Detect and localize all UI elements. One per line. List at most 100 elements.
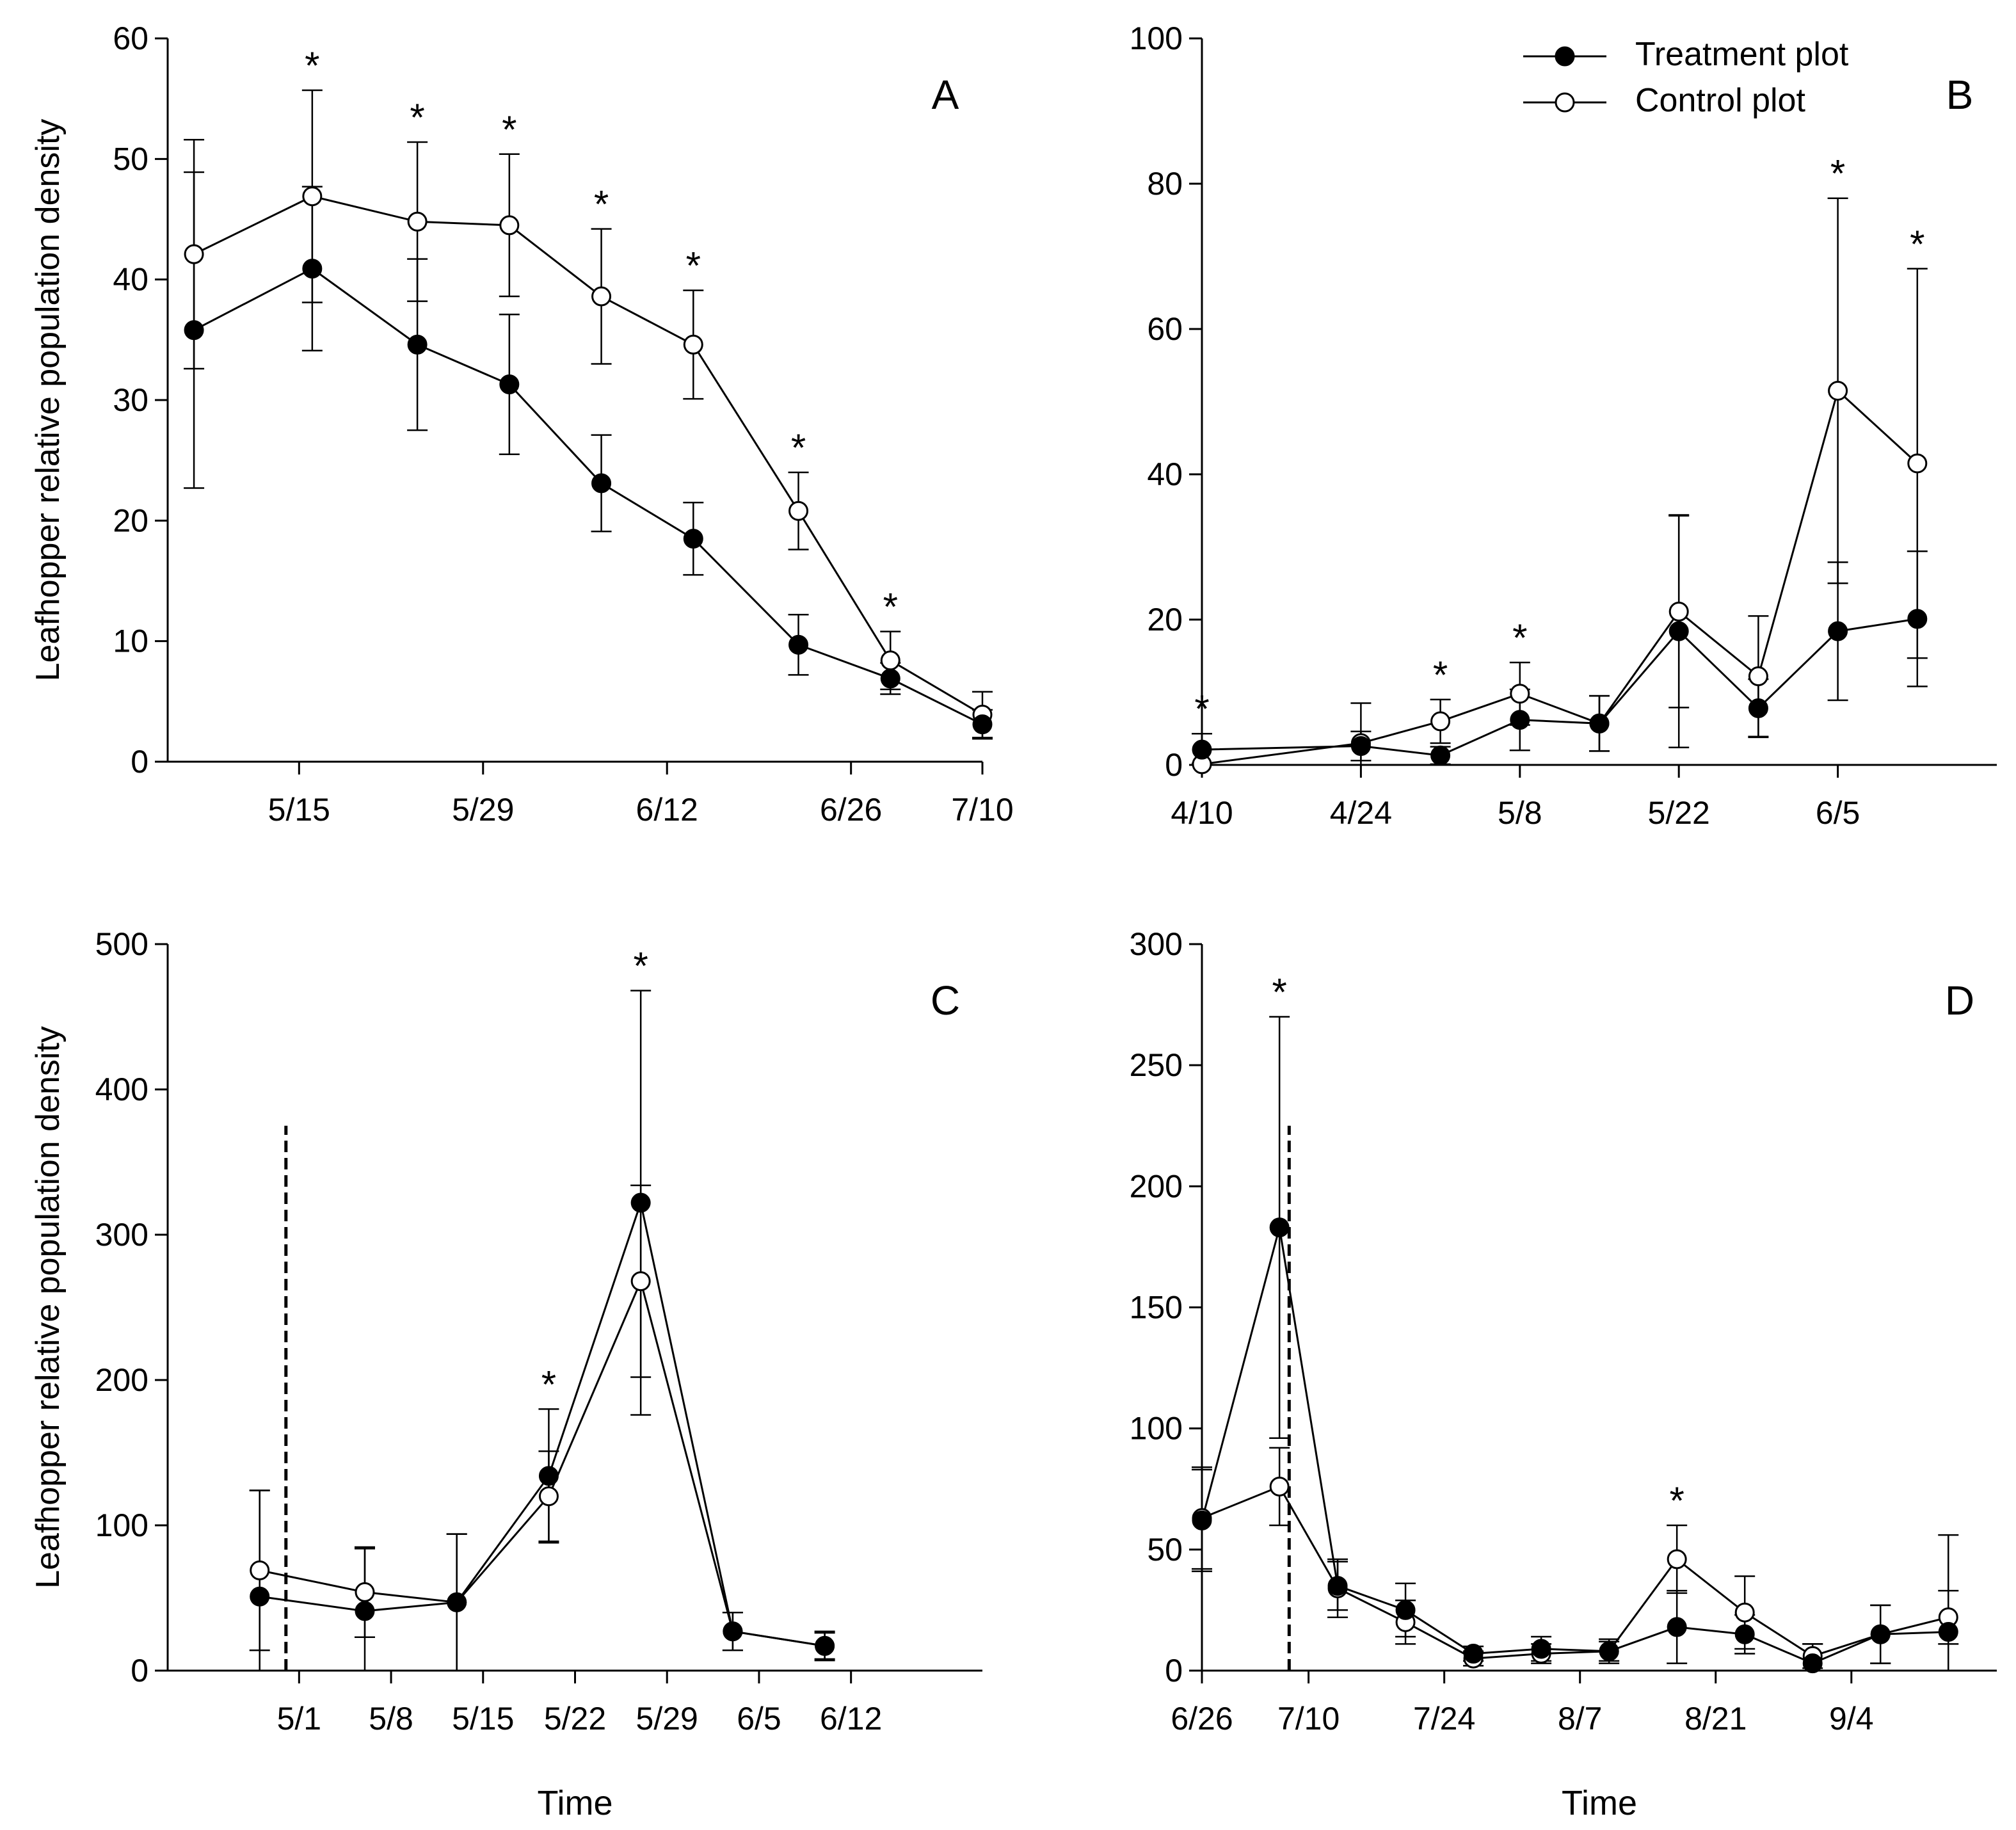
y-tick-label: 300 [95,1217,148,1253]
y-tick-label: 100 [95,1507,148,1543]
y-tick-label: 60 [1147,311,1183,347]
y-tick-label: 300 [1130,926,1183,962]
x-tick-label: 6/5 [737,1701,781,1737]
significance-asterisk: * [502,108,516,151]
significance-asterisk: * [305,44,319,87]
y-tick-label: 20 [1147,602,1183,638]
data-point-treatment [1870,1624,1891,1644]
y-tick-label: 0 [131,744,148,780]
data-point-control [1430,711,1451,732]
significance-asterisk: * [1433,654,1448,696]
data-point-treatment [1531,1639,1551,1659]
x-tick-label: 7/24 [1413,1701,1475,1737]
data-point-treatment [880,668,900,689]
x-tick-label: 5/22 [544,1701,606,1737]
significance-asterisk: * [686,245,701,287]
data-point-treatment [788,634,809,655]
y-axis-title: Leafhopper relative population density [29,1026,67,1589]
data-point-treatment [1269,1217,1290,1238]
x-tick-label: 4/10 [1171,795,1233,831]
x-tick-label: 9/4 [1829,1701,1874,1737]
data-point-treatment [1748,698,1768,718]
data-point-treatment [591,473,612,494]
significance-asterisk: * [791,426,806,469]
y-tick-label: 400 [95,1072,148,1107]
data-point-treatment [1668,621,1689,641]
data-point-treatment [355,1601,375,1621]
data-point-control [302,186,323,207]
data-point-treatment [447,1592,467,1612]
series-line-treatment [259,1199,825,1647]
significance-asterisk: * [1669,1479,1684,1522]
x-tick-label: 8/21 [1684,1701,1747,1737]
data-point-treatment [1463,1644,1484,1664]
x-tick-label: 8/7 [1558,1701,1603,1737]
y-tick-label: 0 [1165,747,1183,783]
x-tick-label: 6/12 [636,792,698,828]
significance-asterisk: * [1194,687,1209,730]
data-point-control [355,1582,375,1602]
y-tick-label: 20 [113,502,148,538]
x-tick-label: 5/22 [1648,795,1710,831]
panel-b: 0 20 40 60 80 100 4/10 4/24 5/8 5/22 6/5 B * * * * * [1130,20,1997,831]
data-point-control [683,334,703,355]
panel-d: 0 50 100 150 200 250 300 6/26 7/10 7/24 8/7 8/21 9/4… [1130,926,1997,1822]
data-point-control [1269,1476,1290,1497]
y-tick-label: 150 [1130,1290,1183,1326]
data-point-treatment [407,334,428,355]
series-line-treatment [1201,618,1918,757]
data-point-treatment [1734,1624,1755,1644]
y-tick-label: 80 [1147,166,1183,202]
data-point-control [788,501,809,521]
x-tick-label: 5/15 [268,792,330,828]
significance-asterisk: * [1910,223,1924,266]
x-tick-label: 6/5 [1816,795,1860,831]
y-tick-label: 0 [1165,1653,1183,1689]
data-point-control [1748,666,1768,687]
data-point-treatment [1667,1617,1687,1637]
data-point-control [1667,1549,1687,1569]
data-point-treatment [723,1621,743,1642]
data-point-treatment [1828,621,1848,641]
x-tick-label: 5/29 [452,792,514,828]
data-point-treatment [1802,1653,1823,1674]
x-axis-title: Time [538,1784,613,1822]
x-tick-label: 4/24 [1330,795,1392,831]
data-point-control [250,1560,270,1580]
data-point-treatment [1395,1600,1416,1620]
data-point-treatment [499,374,520,395]
x-tick-label: 5/8 [369,1701,413,1737]
data-point-control [1668,602,1689,622]
data-point-treatment [1327,1576,1348,1596]
data-point-treatment [538,1466,559,1486]
y-tick-label: 200 [1130,1168,1183,1204]
y-tick-label: 60 [113,20,148,56]
data-point-treatment [1599,1641,1619,1662]
data-point-control [591,286,612,307]
y-tick-label: 50 [113,141,148,177]
chart-panels: 0 10 20 30 40 50 60 5/15 5/29 6/12 6/26 7/10 Leafhop… [29,20,1997,1822]
data-point-control [499,215,520,236]
legend-control-marker [1555,92,1575,113]
significance-asterisk: * [594,183,609,226]
series-line-treatment [1201,1227,1949,1665]
data-point-treatment [972,714,993,735]
significance-asterisk: * [883,586,898,629]
significance-asterisk: * [1272,971,1286,1014]
y-tick-label: 0 [131,1653,148,1689]
y-tick-label: 100 [1130,20,1183,56]
significance-asterisk: * [541,1363,556,1406]
data-point-treatment [1907,609,1928,629]
legend-treatment-label: Treatment plot [1635,36,1849,73]
x-tick-label: 5/15 [452,1701,514,1737]
y-tick-label: 40 [113,262,148,298]
legend-treatment-marker [1555,46,1575,67]
x-tick-label: 6/12 [820,1701,882,1737]
data-point-control [1510,684,1530,704]
x-tick-label: 6/26 [820,792,882,828]
data-point-treatment [250,1586,270,1607]
data-point-treatment [683,529,703,549]
y-tick-label: 500 [95,926,148,962]
panel-letter: A [932,72,959,118]
